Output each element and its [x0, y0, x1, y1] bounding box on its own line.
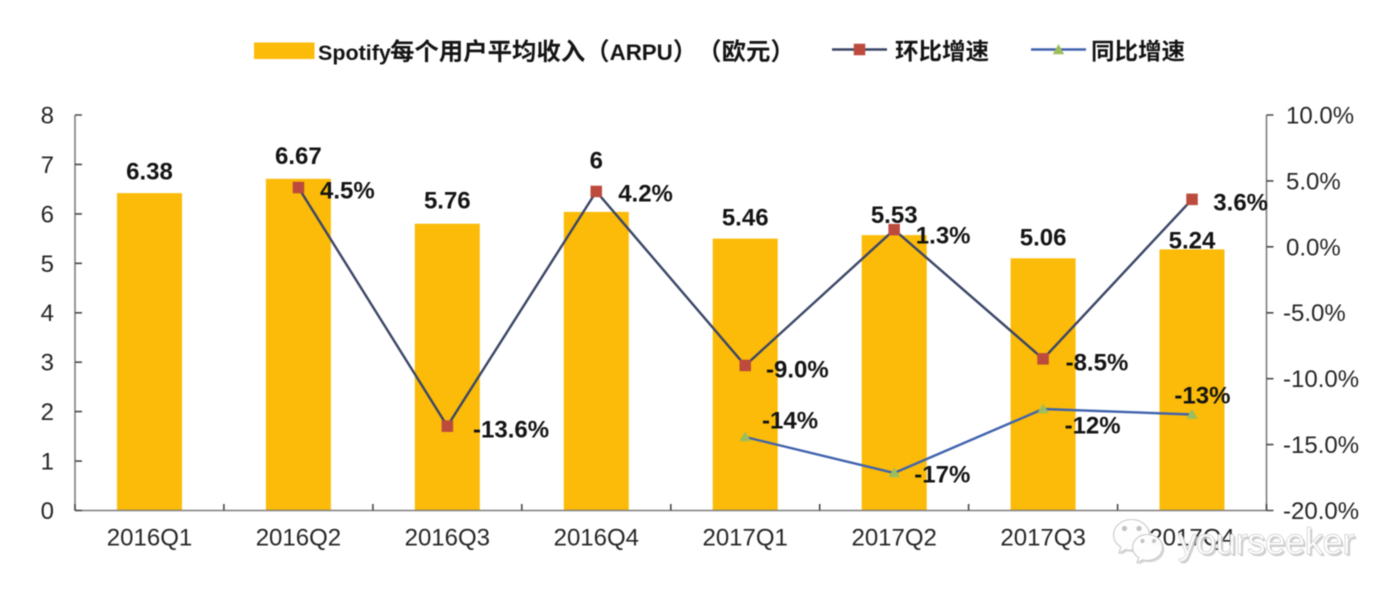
svg-text:0: 0 [41, 498, 54, 525]
svg-text:3: 3 [41, 350, 54, 377]
svg-text:yourseeker: yourseeker [1178, 521, 1354, 562]
svg-text:1: 1 [41, 449, 54, 476]
svg-text:-9.0%: -9.0% [766, 356, 829, 383]
svg-text:2016Q4: 2016Q4 [554, 525, 639, 552]
svg-text:5.24: 5.24 [1169, 228, 1216, 255]
svg-text:ARPU: ARPU [610, 40, 673, 65]
svg-text:5.76: 5.76 [424, 188, 471, 215]
svg-text:2016Q2: 2016Q2 [256, 525, 341, 552]
svg-text:-15.0%: -15.0% [1283, 432, 1359, 459]
svg-text:-10.0%: -10.0% [1283, 366, 1359, 393]
svg-text:8: 8 [41, 103, 54, 130]
svg-text:-12%: -12% [1065, 413, 1121, 440]
svg-text:2017Q2: 2017Q2 [851, 525, 936, 552]
svg-text:4: 4 [41, 300, 54, 327]
svg-text:6: 6 [590, 148, 603, 175]
svg-text:-13%: -13% [1174, 383, 1230, 410]
svg-text:6.38: 6.38 [126, 159, 173, 186]
svg-text:-20.0%: -20.0% [1283, 498, 1359, 525]
svg-text:2016Q3: 2016Q3 [405, 525, 490, 552]
svg-text:5.0%: 5.0% [1286, 168, 1341, 195]
svg-text:-17%: -17% [914, 462, 970, 489]
svg-text:2017Q3: 2017Q3 [1000, 525, 1085, 552]
svg-text:2017Q1: 2017Q1 [702, 525, 787, 552]
svg-text:7: 7 [41, 152, 54, 179]
svg-text:yourseeker: yourseeker [1180, 523, 1356, 564]
svg-text:5.46: 5.46 [722, 205, 769, 232]
svg-text:4.2%: 4.2% [618, 181, 673, 208]
svg-text:-13.6%: -13.6% [473, 417, 549, 444]
svg-text:6: 6 [41, 201, 54, 228]
svg-text:2016Q1: 2016Q1 [107, 525, 192, 552]
svg-text:5.53: 5.53 [871, 202, 918, 229]
svg-text:5.06: 5.06 [1020, 225, 1067, 252]
svg-text:4.5%: 4.5% [320, 178, 375, 205]
svg-text:-8.5%: -8.5% [1066, 349, 1129, 376]
svg-text:-14%: -14% [762, 408, 818, 435]
svg-text:2: 2 [41, 399, 54, 426]
svg-text:10.0%: 10.0% [1286, 103, 1354, 130]
svg-text:Spotify: Spotify [318, 41, 391, 65]
svg-text:3.6%: 3.6% [1213, 190, 1268, 217]
svg-text:-5.0%: -5.0% [1283, 300, 1346, 327]
svg-text:5: 5 [41, 251, 54, 278]
svg-text:0.0%: 0.0% [1286, 234, 1341, 261]
svg-text:6.67: 6.67 [275, 143, 322, 170]
svg-text:1.3%: 1.3% [916, 223, 971, 250]
